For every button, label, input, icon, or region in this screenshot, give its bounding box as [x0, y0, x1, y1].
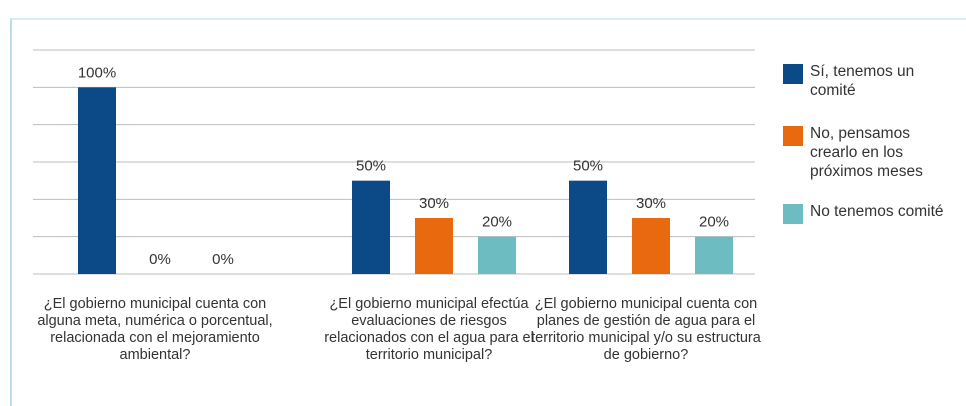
frame: [10, 18, 966, 406]
bar: [478, 236, 516, 274]
legend-swatch: [783, 126, 803, 146]
x-tick-label: ¿El gobierno municipal cuenta con alguna…: [37, 296, 273, 363]
bar: [78, 87, 116, 274]
value-label: 20%: [699, 214, 729, 231]
legend-swatch: [783, 204, 803, 224]
value-label: 50%: [356, 158, 386, 175]
bar: [415, 218, 453, 274]
x-tick-label: ¿El gobierno municipal efectúa evaluacio…: [324, 296, 534, 363]
x-tick-label: ¿El gobierno municipal cuenta con planes…: [531, 296, 761, 363]
bar: [632, 218, 670, 274]
value-label: 50%: [573, 158, 603, 175]
legend-label: Sí, tenemos un comité: [810, 63, 915, 99]
value-label: 30%: [636, 195, 666, 212]
value-label: 100%: [78, 64, 116, 81]
value-label: 20%: [482, 214, 512, 231]
bar: [569, 180, 607, 274]
value-label: 30%: [419, 195, 449, 212]
value-label: 0%: [212, 251, 234, 268]
bar: [695, 236, 733, 274]
legend-label: No tenemos comité: [810, 203, 944, 220]
bar: [352, 180, 390, 274]
value-label: 0%: [149, 251, 171, 268]
legend-swatch: [783, 64, 803, 84]
legend-label: No, pensamos crearlo en los próximos mes…: [810, 125, 923, 180]
